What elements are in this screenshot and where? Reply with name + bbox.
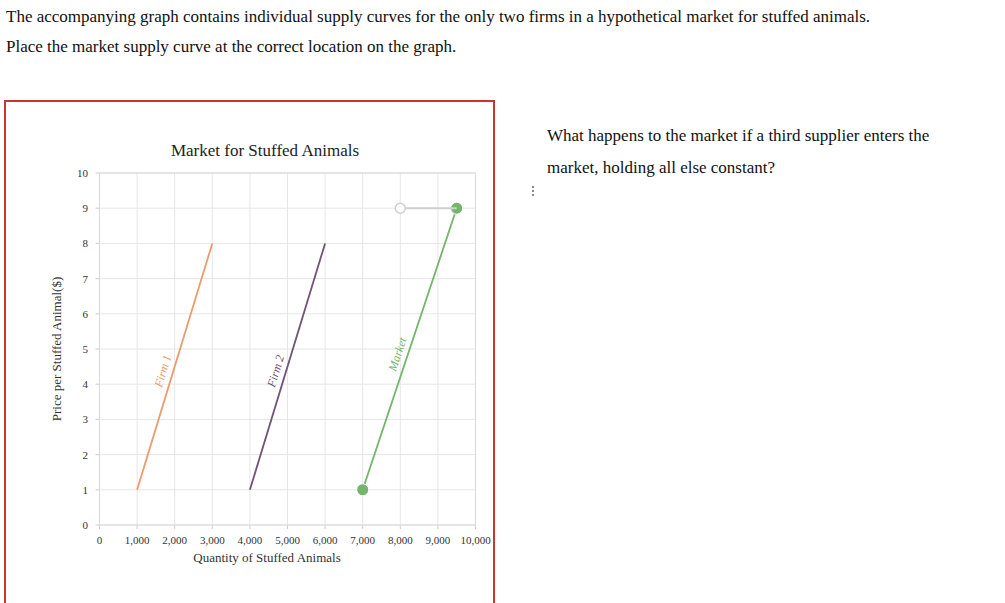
y-tick-label: 1 xyxy=(83,484,89,496)
plot-marks xyxy=(137,202,463,496)
tick-mark xyxy=(96,525,100,526)
tick-mark xyxy=(287,525,288,529)
supply-curve[interactable] xyxy=(400,207,456,209)
grid-line xyxy=(100,489,476,490)
x-tick-label: 2,000 xyxy=(162,534,187,546)
tick-mark xyxy=(362,525,363,529)
y-tick-label: 9 xyxy=(83,202,89,214)
supply-curve xyxy=(250,243,325,489)
tick-mark xyxy=(325,525,326,529)
tick-mark xyxy=(96,278,100,279)
supply-curve xyxy=(137,243,212,489)
drag-handle[interactable] xyxy=(532,194,534,196)
tick-mark xyxy=(96,454,100,455)
tick-mark xyxy=(137,525,138,529)
x-tick-label: 5,000 xyxy=(275,534,300,546)
supply-curve[interactable] xyxy=(363,208,457,490)
prompt-text: The accompanying graph contains individu… xyxy=(6,7,870,26)
x-tick-label: 1,000 xyxy=(125,534,150,546)
series-label: Firm 2 xyxy=(264,353,287,390)
plot-frame xyxy=(100,173,476,525)
tick-mark xyxy=(96,349,100,350)
x-tick-label: 10,000 xyxy=(460,534,491,546)
series-labels: Firm 1 Firm 2 Market xyxy=(151,335,410,390)
y-tick-label: 3 xyxy=(83,413,89,425)
tick-mark xyxy=(212,525,213,529)
series-label: Firm 1 xyxy=(151,353,174,390)
chart-title: Market for Stuffed Animals xyxy=(171,141,359,160)
grid-line xyxy=(100,243,476,244)
question-text: What happens to the market if a third su… xyxy=(547,126,929,145)
y-tick-label: 0 xyxy=(83,519,89,531)
tick-mark xyxy=(96,243,100,244)
grid-line xyxy=(100,349,476,350)
y-tick-label: 2 xyxy=(83,449,89,461)
drag-handle[interactable] xyxy=(532,186,534,188)
tick-mark xyxy=(400,525,401,529)
tick-mark xyxy=(96,173,100,174)
tick-mark xyxy=(96,313,100,314)
grid xyxy=(96,173,476,529)
y-tick-label: 10 xyxy=(77,167,89,179)
grid-line xyxy=(100,278,476,279)
y-tick-label: 7 xyxy=(83,273,89,285)
chart-frame xyxy=(5,101,494,603)
y-axis-label: Price per Stuffed Animal($) xyxy=(49,277,64,422)
tick-mark xyxy=(475,525,476,529)
tick-mark xyxy=(174,525,175,529)
tick-mark xyxy=(96,489,100,490)
tick-mark xyxy=(99,525,100,529)
y-tick-label: 8 xyxy=(83,237,89,249)
x-tick-label: 3,000 xyxy=(200,534,225,546)
x-tick-label: 0 xyxy=(97,534,103,546)
x-tick-label: 8,000 xyxy=(388,534,413,546)
grid-line xyxy=(100,419,476,420)
tick-mark xyxy=(249,525,250,529)
page: The accompanying graph contains individu… xyxy=(0,0,1005,603)
x-tick-label: 9,000 xyxy=(426,534,451,546)
x-tick-label: 7,000 xyxy=(350,534,375,546)
prompt-text: Place the market supply curve at the cor… xyxy=(6,37,456,56)
y-tick-label: 4 xyxy=(83,378,89,390)
x-tick-label: 4,000 xyxy=(238,534,263,546)
tick-mark xyxy=(96,419,100,420)
question-text: market, holding all else constant? xyxy=(547,158,775,177)
tick-mark xyxy=(437,525,438,529)
point-handle[interactable] xyxy=(395,203,405,213)
drag-handle[interactable] xyxy=(532,190,534,192)
tick-mark xyxy=(96,384,100,385)
y-tick-label: 6 xyxy=(83,308,89,320)
x-tick-label: 6,000 xyxy=(313,534,338,546)
point-handle[interactable] xyxy=(357,484,369,496)
x-axis-label: Quantity of Stuffed Animals xyxy=(193,550,340,565)
series-label: Market xyxy=(385,335,410,374)
y-tick-label: 5 xyxy=(83,343,89,355)
tick-mark xyxy=(96,208,100,209)
grid-line xyxy=(100,313,476,314)
grid-line xyxy=(100,454,476,455)
grid-line xyxy=(100,208,476,209)
